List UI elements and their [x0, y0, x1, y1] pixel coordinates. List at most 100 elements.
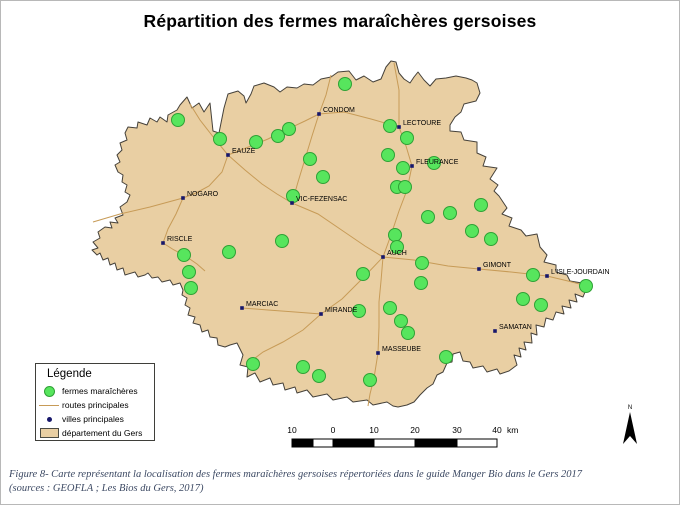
- city-marker: [545, 274, 549, 278]
- map-title: Répartition des fermes maraîchères gerso…: [143, 11, 537, 31]
- road-line: [367, 256, 384, 407]
- scale-segment: [291, 438, 314, 448]
- city-label: GIMONT: [483, 262, 512, 269]
- farm-dot: [222, 245, 236, 259]
- scale-segment: [456, 438, 498, 448]
- farm-dot: [396, 161, 410, 175]
- legend-item-farms: fermes maraîchères: [36, 384, 154, 398]
- legend-item-cities: villes principales: [36, 412, 154, 426]
- farm-dot: [271, 129, 285, 143]
- farm-dot: [388, 228, 402, 242]
- farm-dot: [383, 119, 397, 133]
- city-marker: [477, 267, 481, 271]
- road-line: [291, 202, 384, 258]
- legend-item-department: département du Gers: [36, 426, 154, 440]
- cities-layer: CONDOM EAUZE LECTOURE FLEURANCE NOGARO VIC-FE…: [161, 107, 610, 355]
- farm-dot: [338, 77, 352, 91]
- farm-dot: [401, 326, 415, 340]
- caption-line-1: Figure 8- Carte représentant la localisa…: [9, 469, 583, 480]
- legend-item-roads: routes principales: [36, 398, 154, 412]
- legend: Légende fermes maraîchères routes princi…: [35, 363, 155, 441]
- farm-dot: [275, 234, 289, 248]
- farm-dot: [282, 122, 296, 136]
- farm-dot: [421, 210, 435, 224]
- legend-item-label: fermes maraîchères: [62, 386, 138, 396]
- farm-dot: [316, 170, 330, 184]
- city-marker: [381, 255, 385, 259]
- scale-label: 0: [331, 425, 336, 435]
- city-marker: [240, 306, 244, 310]
- farm-dot: [534, 298, 548, 312]
- scale-bar: 10 0 10 20 30 40 km: [287, 425, 518, 448]
- north-arrow-label: N: [628, 405, 632, 411]
- farm-dot: [439, 350, 453, 364]
- scale-label: 10: [287, 425, 297, 435]
- city-marker: [376, 351, 380, 355]
- farm-dot: [400, 131, 414, 145]
- scale-segment: [414, 438, 458, 448]
- farm-dot: [398, 180, 412, 194]
- road-line: [182, 154, 229, 199]
- city-marker: [319, 312, 323, 316]
- legend-item-label: villes principales: [62, 414, 124, 424]
- road-line: [189, 103, 229, 156]
- city-marker: [181, 196, 185, 200]
- road-line: [162, 197, 184, 244]
- city-legend-icon: [36, 416, 62, 422]
- city-label: SAMATAN: [499, 324, 532, 331]
- city-label: FLEURANCE: [416, 159, 459, 166]
- scale-label: 30: [452, 425, 462, 435]
- farm-dot: [363, 373, 377, 387]
- farm-dot: [484, 232, 498, 246]
- scale-segment: [312, 438, 334, 448]
- legend-item-label: département du Gers: [62, 428, 143, 438]
- farm-dot: [249, 135, 263, 149]
- city-label: LECTOURE: [403, 120, 441, 127]
- farm-dot: [177, 248, 191, 262]
- legend-title: Légende: [47, 368, 92, 380]
- road-line: [227, 154, 293, 204]
- farms-layer: [171, 77, 593, 387]
- farm-dot: [415, 256, 429, 270]
- farm-dot: [303, 152, 317, 166]
- city-label: MIRANDE: [325, 307, 358, 314]
- farm-dot: [352, 304, 366, 318]
- farm-legend-icon: [36, 385, 62, 397]
- farm-dot: [443, 206, 457, 220]
- scale-unit: km: [507, 425, 518, 435]
- farm-dot: [474, 198, 488, 212]
- scale-label: 20: [410, 425, 420, 435]
- city-marker: [226, 153, 230, 157]
- city-label: VIC-FEZENSAC: [296, 196, 347, 203]
- farm-dot: [246, 357, 260, 371]
- farm-dot: [296, 360, 310, 374]
- scale-label: 10: [369, 425, 379, 435]
- farm-dot: [390, 240, 404, 254]
- farm-dot: [427, 156, 441, 170]
- farm-dot: [171, 113, 185, 127]
- north-arrow: N: [623, 405, 637, 444]
- road-line: [318, 74, 332, 115]
- farm-dot: [414, 276, 428, 290]
- farm-dot: [465, 224, 479, 238]
- city-marker: [290, 201, 294, 205]
- figure-caption: Figure 8- Carte représentant la localisa…: [9, 468, 677, 496]
- road-legend-icon: [36, 404, 62, 406]
- city-label: NOGARO: [187, 191, 219, 198]
- city-marker: [397, 125, 401, 129]
- farm-dot: [312, 369, 326, 383]
- city-label: MASSEUBE: [382, 346, 421, 353]
- city-marker: [317, 112, 321, 116]
- city-marker: [161, 241, 165, 245]
- scale-segment: [332, 438, 375, 448]
- city-label: AUCH: [387, 250, 407, 257]
- city-label: CONDOM: [323, 107, 355, 114]
- city-label: RISCLE: [167, 236, 193, 243]
- department-polygon: [91, 60, 592, 408]
- farm-dot: [516, 292, 530, 306]
- city-label: MARCIAC: [246, 301, 278, 308]
- farm-dot: [579, 279, 593, 293]
- road-line: [92, 197, 184, 223]
- city-label: L'ISLE-JOURDAIN: [551, 269, 610, 276]
